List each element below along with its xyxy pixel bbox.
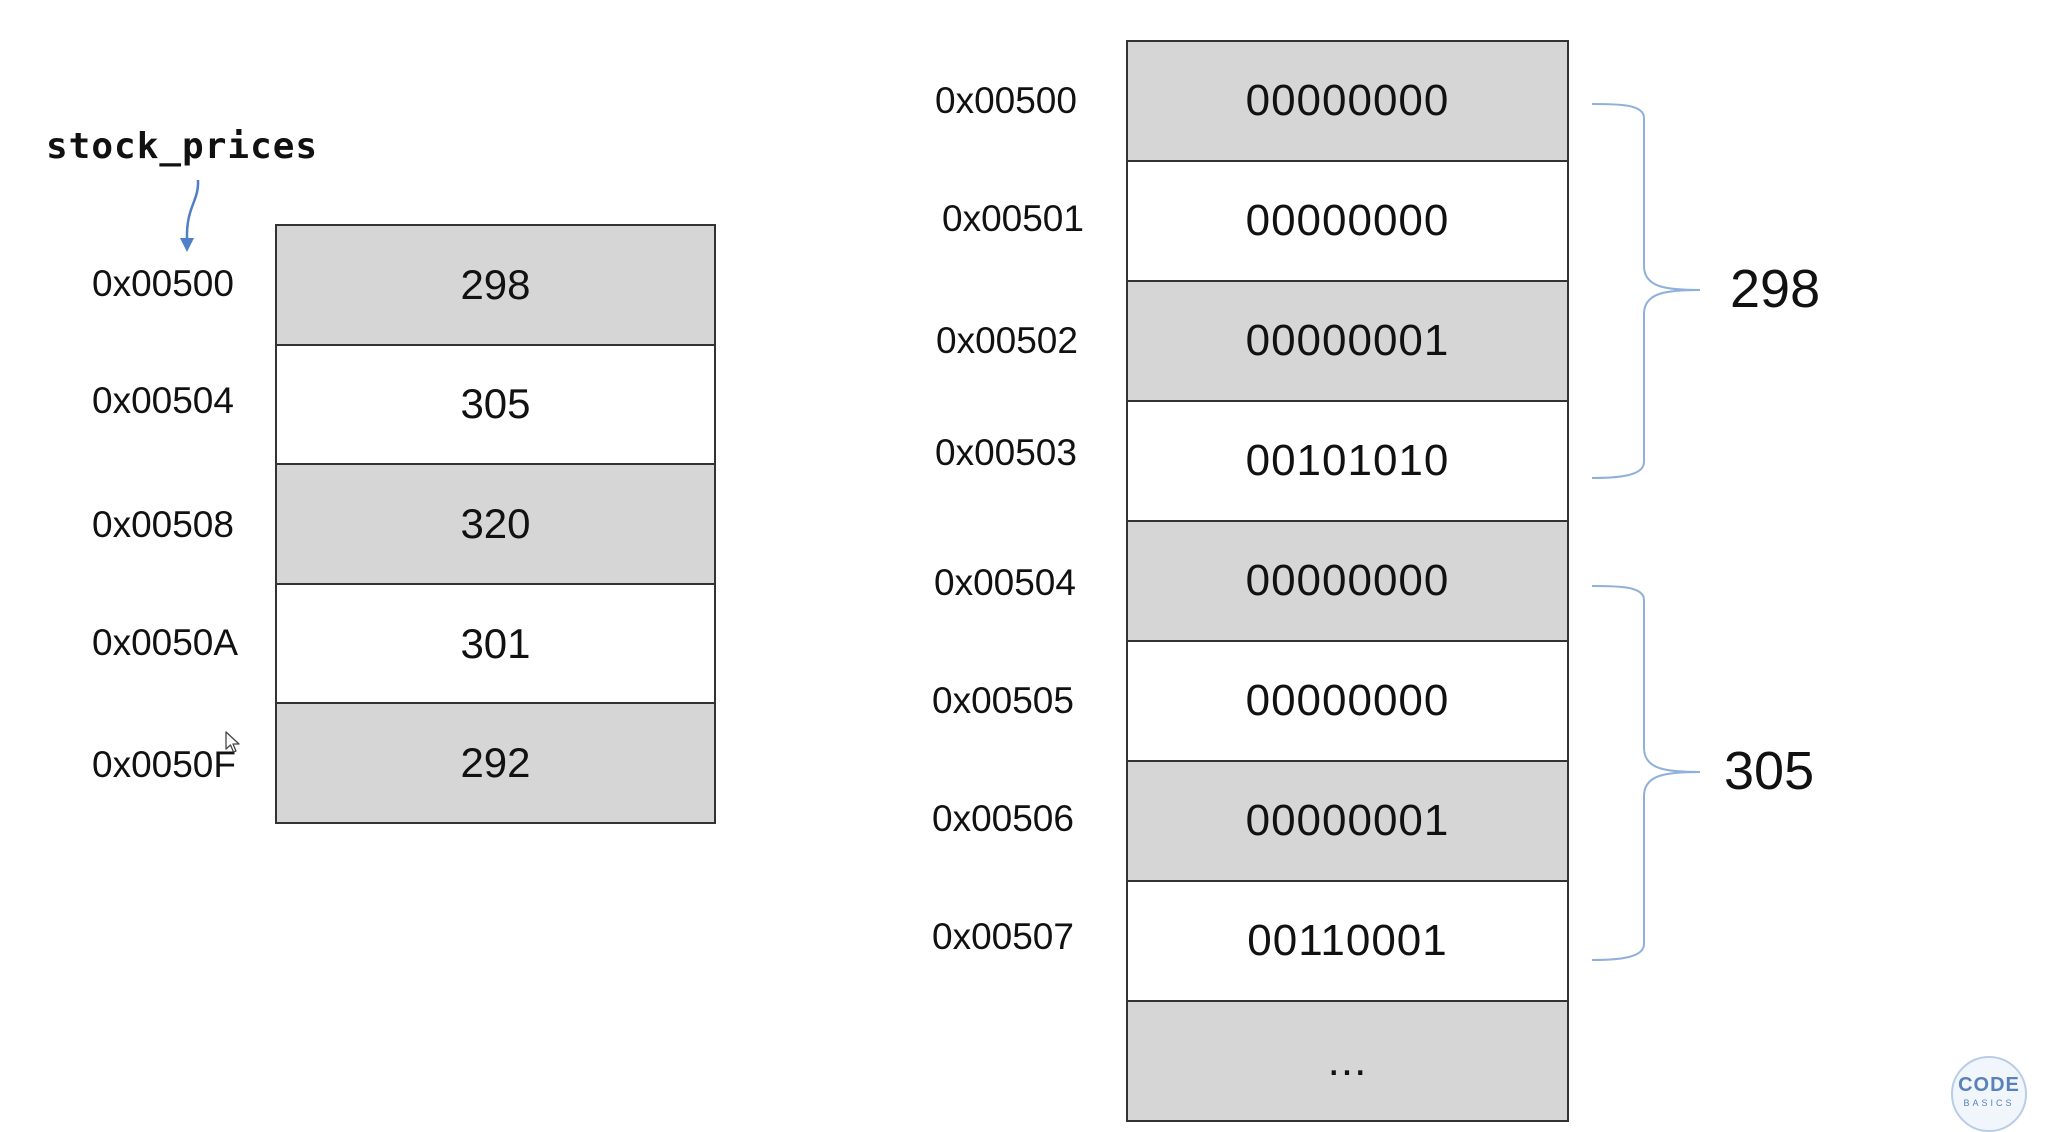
memory-address: 0x00505: [932, 680, 1074, 721]
logo-text-top: CODE: [1958, 1074, 2020, 1096]
memory-table: 00000000 00000000 00000001 00101010 0000…: [1126, 40, 1569, 1122]
memory-address: 0x00503: [935, 432, 1077, 473]
memory-byte-cell: 00000001: [1128, 282, 1567, 402]
memory-byte-cell: 00000000: [1128, 642, 1567, 762]
memory-byte-cell: 00000000: [1128, 522, 1567, 642]
brace-icon: [1591, 585, 1701, 961]
memory-address: 0x00504: [934, 562, 1076, 603]
array-address: 0x00508: [92, 504, 234, 545]
codebasics-logo: CODE BASICS: [1951, 1056, 2027, 1132]
array-address: 0x00500: [92, 263, 234, 304]
memory-byte-cell: 00101010: [1128, 402, 1567, 522]
group-value-298: 298: [1730, 259, 1821, 319]
memory-byte-cell: 00110001: [1128, 882, 1567, 1002]
stock-prices-array: 298 305 320 301 292: [275, 224, 716, 824]
memory-byte-cell: 00000000: [1128, 42, 1567, 162]
logo-text-bottom: BASICS: [1963, 1098, 2015, 1108]
variable-name: stock_prices: [46, 126, 319, 167]
array-cell: 301: [277, 584, 714, 705]
brace-icon: [1591, 103, 1701, 479]
memory-address: 0x00500: [935, 80, 1077, 121]
memory-byte-cell: 00000000: [1128, 162, 1567, 282]
memory-byte-cell: 00000001: [1128, 762, 1567, 882]
mouse-cursor-icon: [225, 731, 240, 753]
array-address: 0x0050A: [92, 622, 239, 663]
array-cell: 298: [277, 226, 714, 346]
pointer-arrow-icon: [180, 179, 200, 252]
memory-ellipsis-cell: ...: [1128, 1002, 1567, 1120]
group-value-305: 305: [1724, 741, 1815, 801]
array-address: 0x00504: [92, 380, 234, 421]
array-cell: 292: [277, 704, 714, 822]
array-cell: 320: [277, 465, 714, 585]
memory-address: 0x00501: [942, 198, 1084, 239]
array-address: 0x0050F: [92, 744, 236, 785]
memory-address: 0x00506: [932, 798, 1074, 839]
memory-address: 0x00502: [936, 320, 1078, 361]
array-cell: 305: [277, 345, 714, 466]
memory-address: 0x00507: [932, 916, 1074, 957]
